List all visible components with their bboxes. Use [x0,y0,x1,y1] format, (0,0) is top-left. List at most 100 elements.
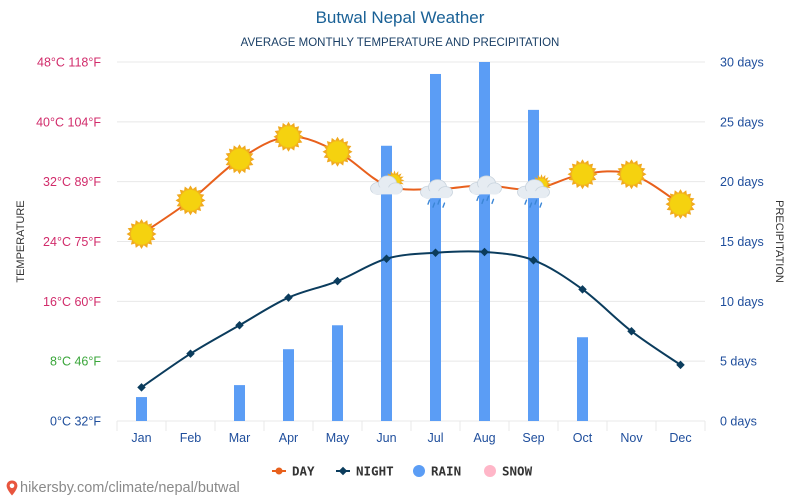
y-right-axis-label: PRECIPITATION [773,200,785,283]
legend-item-night: NIGHT [336,464,394,479]
legend-night-marker [338,466,348,476]
night-point [235,321,244,330]
sun-disc [130,222,153,246]
sun-disc [179,188,202,212]
rain-drop [481,198,485,205]
rain-bar [430,73,441,421]
rain-drop [442,202,446,208]
rain-bar [528,109,539,421]
footer-link[interactable]: hikersby.com/climate/nepal/butwal [6,480,240,496]
night-line [140,250,682,389]
month-label: Feb [180,431,202,445]
night-point [431,248,440,257]
y-right-tick-label: 10 days [720,295,764,309]
rain-bar [332,325,343,421]
sun-icon [175,185,206,216]
y-left-axis-label: TEMPERATURE [15,200,27,282]
sun-disc [669,192,692,216]
rain-drop [534,199,538,205]
month-label: May [326,431,350,445]
legend-day-marker [275,467,283,475]
y-left-tick-label: 16°C 60°F [43,295,101,309]
month-label: Jul [428,431,444,445]
y-right-tick-label: 30 days [720,56,764,70]
rain-bar [136,397,147,421]
cloud-rain-icon [469,175,502,205]
month-label: Sep [522,431,544,445]
cloud-base [471,187,500,195]
rain-drop [524,199,528,205]
sun-cloud-rain-icon [517,174,552,208]
legend-rain-label: RAIN [431,464,461,479]
sun-icon [322,136,353,167]
y-right-tick-label: 20 days [720,175,764,189]
legend-item-rain: RAIN [413,464,461,479]
legend-item-day: DAY [272,464,315,479]
rain-drop [437,199,441,205]
day-line [140,135,682,235]
y-left-tick-label: 48°C 118°F [37,56,101,70]
sun-disc [620,162,643,186]
month-label: Jan [131,431,151,445]
rain-bar [381,145,392,421]
cloud-rain-icon [420,179,453,208]
y-left-tick-label: 24°C 75°F [43,235,101,249]
night-point [382,254,391,263]
month-label: Dec [669,431,691,445]
night-point [627,327,636,336]
night-point [333,276,342,286]
cloud-base [422,191,451,199]
legend-item-snow: SNOW [484,464,533,479]
month-label: Jun [376,431,396,445]
rain-drop [476,195,480,202]
legend-night-label: NIGHT [356,464,394,479]
rain-drop [486,195,490,202]
y-right-tick-label: 0 days [720,415,757,429]
month-label: Oct [573,431,593,445]
y-left-tick-label: 40°C 104°F [36,115,101,129]
y-right-tick-label: 25 days [720,115,764,129]
sun-disc [277,125,300,149]
sun-icon [224,144,255,175]
chart-subtitle: AVERAGE MONTHLY TEMPERATURE AND PRECIPIT… [241,37,560,49]
month-label: Mar [229,431,251,445]
footer-text: hikersby.com/climate/nepal/butwal [20,480,240,496]
rain-drop [491,198,495,205]
rain-drop [539,202,543,208]
rain-drop [529,202,533,208]
sun-icon [616,159,647,190]
night-point [480,247,489,257]
night-point [529,255,538,265]
rain-bar [479,62,490,421]
month-label: Aug [473,431,495,445]
night-point [676,360,685,370]
y-left-tick-label: 32°C 89°F [43,175,101,189]
sun-icon [567,159,598,190]
rain-bar [283,349,294,421]
chart-title: Butwal Nepal Weather [316,8,485,27]
legend-day-label: DAY [292,464,315,479]
rain-drop [432,202,436,208]
sun-cloud-icon [370,170,405,195]
rain-bar [234,385,245,421]
y-left-tick-label: 8°C 46°F [50,355,101,369]
month-label: Apr [279,431,298,445]
y-left-tick-label: 0°C 32°F [50,415,101,429]
night-point [284,293,293,302]
sun-icon [126,219,157,250]
night-point [137,383,146,392]
legend-snow-label: SNOW [502,464,533,479]
rain-drop [427,199,431,205]
legend: DAY NIGHT RAIN SNOW [272,464,533,479]
rain-bar [577,337,588,421]
y-right-tick-label: 15 days [720,235,764,249]
sun-icon [273,121,304,152]
sun-disc [571,162,594,186]
legend-rain-marker [413,465,425,477]
legend-snow-marker [484,465,496,477]
month-label: Nov [620,431,643,445]
night-point [578,285,587,294]
cloud-base [519,191,548,199]
sun-icon [665,189,696,220]
